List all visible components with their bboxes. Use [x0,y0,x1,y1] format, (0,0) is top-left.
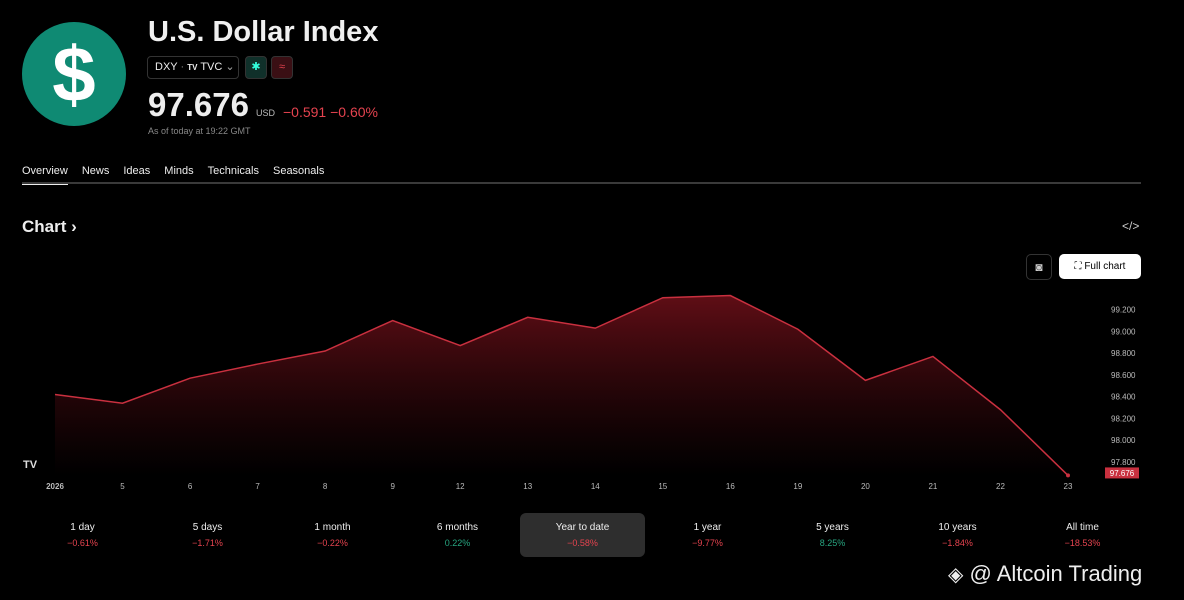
y-tick-label: 99.200 [1111,306,1136,315]
delay-badge[interactable]: ≈ [271,56,293,79]
x-tick-label: 5 [120,482,125,491]
area [55,295,1068,476]
y-tick-label: 98.800 [1111,349,1136,358]
period-change: −18.53% [1064,538,1101,548]
full-chart-label: Full chart [1084,261,1126,272]
period[interactable]: 6 months 0.22% [395,513,520,557]
change-percent: −0.60% [330,104,378,120]
x-tick-label: 2026 [46,482,64,491]
watermark-text: @ Altcoin Trading [969,561,1143,586]
period-change: −9.77% [692,538,723,548]
x-tick-label: 7 [255,482,260,491]
x-tick-label: 19 [793,482,802,491]
title: U.S. Dollar Index [148,16,379,48]
period[interactable]: 1 day −0.61% [20,513,145,557]
tv-logo: TV [23,459,38,471]
period-label: All time [1066,522,1099,533]
x-tick-label: 8 [323,482,328,491]
last-point [1066,473,1070,478]
period[interactable]: Year to date −0.58% [520,513,645,557]
chart: TV 97.800 98.000 98.200 98.400 98.600 98.800 9… [23,294,1139,491]
full-chart-button[interactable]: ⛶ Full chart [1059,254,1141,279]
currency: USD [256,108,276,118]
period-label: 5 days [192,522,223,533]
x-tick-label: 14 [591,482,600,491]
period-label: 1 month [314,522,351,533]
change: −0.591 −0.60% [283,104,378,120]
periods: 1 day −0.61% 5 days −1.71% 1 month −0.22% 6 mo… [20,513,1145,557]
section-title[interactable]: Chart › [22,217,77,236]
change-value: −0.591 [283,104,327,120]
last-value-label: 97.676 [1110,469,1135,478]
y-tick-label: 98.400 [1111,393,1136,402]
period[interactable]: 5 days −1.71% [145,513,270,557]
period[interactable]: All time −18.53% [1020,513,1145,557]
x-tick-label: 21 [928,482,937,491]
symbol-chip[interactable]: DXY · TV TVC ⌄ [147,56,239,79]
tabs: Overview News Ideas Minds Technicals Seasonal… [22,165,324,185]
tab[interactable]: Ideas [123,165,151,177]
period[interactable]: 5 years 8.25% [770,513,895,557]
y-tick-label: 99.000 [1111,327,1136,336]
section-title-text: Chart [22,217,67,236]
period-label: Year to date [555,522,610,533]
tab[interactable]: News [81,165,110,177]
last-value-box [1105,467,1139,479]
x-tick-label: 9 [390,482,395,491]
tab[interactable]: Seasonals [272,165,325,177]
y-tick-label: 98.600 [1111,371,1136,380]
period-label: 1 year [693,522,722,533]
logo: $ [22,22,126,126]
symbol: DXY [155,61,178,73]
embed-button[interactable]: </> [1122,219,1140,233]
tab[interactable]: Overview [22,165,68,185]
tab-separator [22,182,1141,184]
tab[interactable]: Technicals [207,165,259,177]
x-tick-label: 23 [1064,482,1073,491]
line [54,294,1069,476]
period-label: 5 years [816,522,849,533]
period-change: −0.61% [67,538,98,548]
period-change: 8.25% [819,538,846,548]
period[interactable]: 1 year −9.77% [645,513,770,557]
snapshot-button[interactable]: ◙ [1026,254,1052,280]
price: 97.676 [148,86,249,123]
x-tick-label: 15 [658,482,667,491]
period[interactable]: 10 years −1.84% [895,513,1020,557]
status-badge[interactable]: ✱ [245,56,267,79]
timestamp: As of today at 19:22 GMT [148,126,251,136]
period-change: 0.22% [444,538,471,548]
period-label: 6 months [436,522,479,533]
exchange: TVC [200,61,223,73]
watermark: ◈ @ Altcoin Trading [948,561,1143,586]
period-label: 10 years [938,522,977,533]
x-tick-label: 20 [861,482,870,491]
x-tick-label: 13 [523,482,532,491]
period[interactable]: 1 month −0.22% [270,513,395,557]
y-tick-label: 98.200 [1111,414,1136,423]
x-tick-label: 22 [996,482,1005,491]
y-tick-label: 98.000 [1111,436,1136,445]
period-label: 1 day [70,522,95,533]
x-tick-label: 6 [188,482,193,491]
period-change: −0.22% [317,538,348,548]
x-tick-label: 16 [726,482,735,491]
period-change: −0.58% [567,538,598,548]
tab[interactable]: Minds [164,165,194,177]
period-change: −1.84% [942,538,973,548]
x-tick-label: 12 [456,482,465,491]
period-change: −1.71% [192,538,223,548]
y-tick-label: 97.800 [1111,458,1136,467]
